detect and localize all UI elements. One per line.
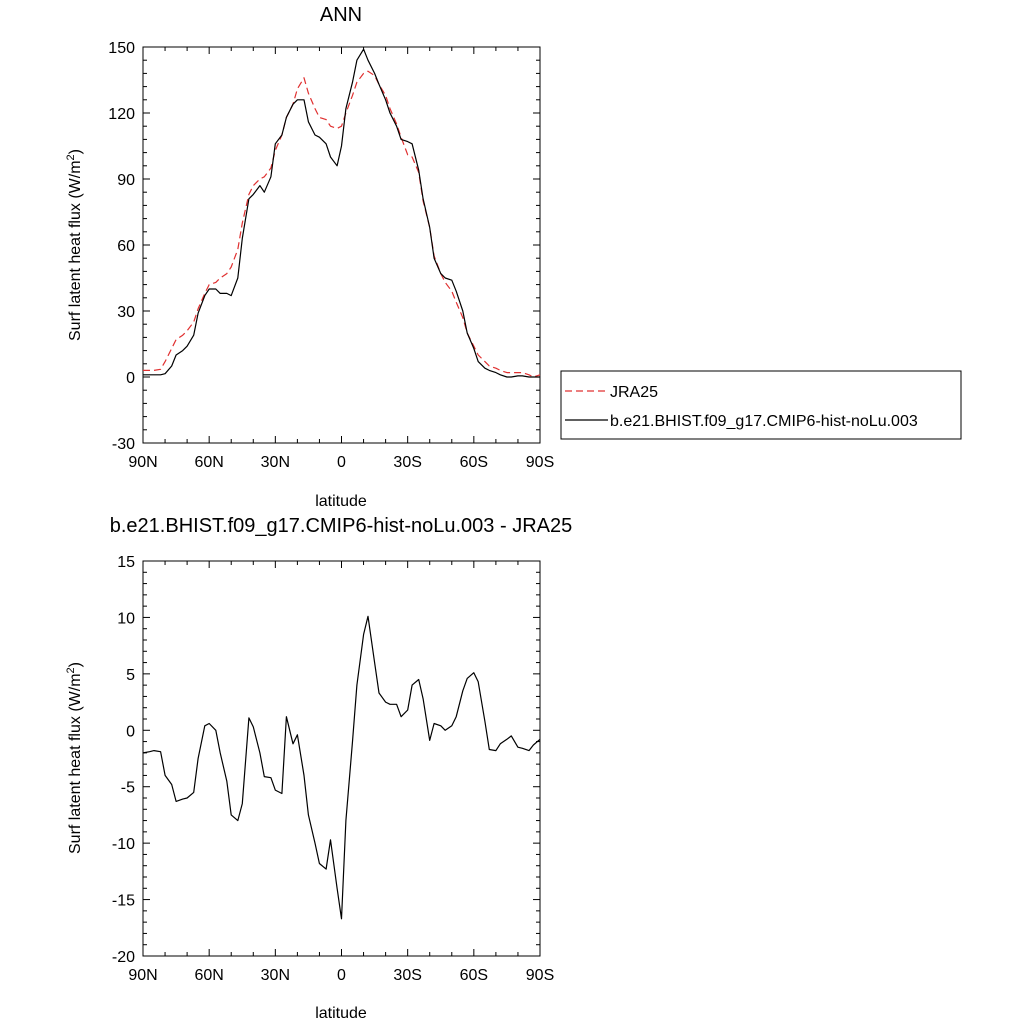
y-tick-label: -30 (112, 436, 135, 453)
x-tick-label: 60S (460, 454, 488, 471)
x-tick-label: 60S (460, 967, 488, 984)
top-chart-title: ANN (320, 4, 362, 26)
y-tick-label: 10 (117, 610, 135, 627)
y-tick-label: 60 (117, 238, 135, 255)
x-tick-label: 30S (393, 454, 421, 471)
y-tick-label: 30 (117, 304, 135, 321)
y-tick-label: -20 (112, 949, 135, 966)
y-tick-label: 5 (126, 667, 135, 684)
x-tick-label: 30S (393, 967, 421, 984)
y-tick-label: 90 (117, 172, 135, 189)
x-tick-label: 90S (526, 454, 554, 471)
x-tick-label: 60N (194, 454, 223, 471)
legend-model-label: b.e21.BHIST.f09_g17.CMIP6-hist-noLu.003 (610, 413, 918, 430)
series-line-difference (142, 615, 541, 920)
x-tick-label: 90N (128, 967, 157, 984)
y-tick-label: -10 (112, 836, 135, 853)
bottom-chart-title: b.e21.BHIST.f09_g17.CMIP6-hist-noLu.003 … (110, 515, 572, 537)
x-tick-label: 60N (194, 967, 223, 984)
series-line-jra25 (143, 70, 541, 378)
bottom-panel: b.e21.BHIST.f09_g17.CMIP6-hist-noLu.003 … (65, 515, 572, 1022)
series-line-model (143, 48, 540, 378)
plot-frame (142, 560, 541, 957)
x-tick-label: 0 (337, 454, 346, 471)
plot-frame (142, 46, 541, 444)
y-tick-label: -5 (121, 780, 135, 797)
y-tick-label: 120 (108, 106, 135, 123)
y-tick-label: 0 (126, 370, 135, 387)
x-tick-label: 30N (261, 967, 290, 984)
legend-jra25-label: JRA25 (610, 384, 658, 401)
top-plot-area: -30 0 30 60 90 120 150 90N 60N 30N 0 30S 60S 90S (108, 40, 554, 471)
x-tick-label: 30N (261, 454, 290, 471)
bottom-y-axis-label: Surf latent heat flux (W/m2) (65, 662, 84, 854)
legend-box (560, 370, 962, 440)
x-tick-label: 0 (337, 967, 346, 984)
legend: JRA25 b.e21.BHIST.f09_g17.CMIP6-hist-noL… (560, 370, 962, 440)
bottom-plot-area: -20 -15 -10 -5 0 5 10 15 90N 60N 30N 0 30S 60S 90S (112, 554, 554, 984)
x-tick-label: 90S (526, 967, 554, 984)
bottom-x-axis-label: latitude (315, 1005, 367, 1022)
y-tick-label: 15 (117, 554, 135, 571)
y-tick-label: 0 (126, 723, 135, 740)
x-tick-label: 90N (128, 454, 157, 471)
top-x-axis-label: latitude (315, 493, 367, 510)
y-tick-label: -15 (112, 893, 135, 910)
y-tick-label: 150 (108, 40, 135, 57)
top-y-axis-label: Surf latent heat flux (W/m2) (65, 149, 84, 341)
